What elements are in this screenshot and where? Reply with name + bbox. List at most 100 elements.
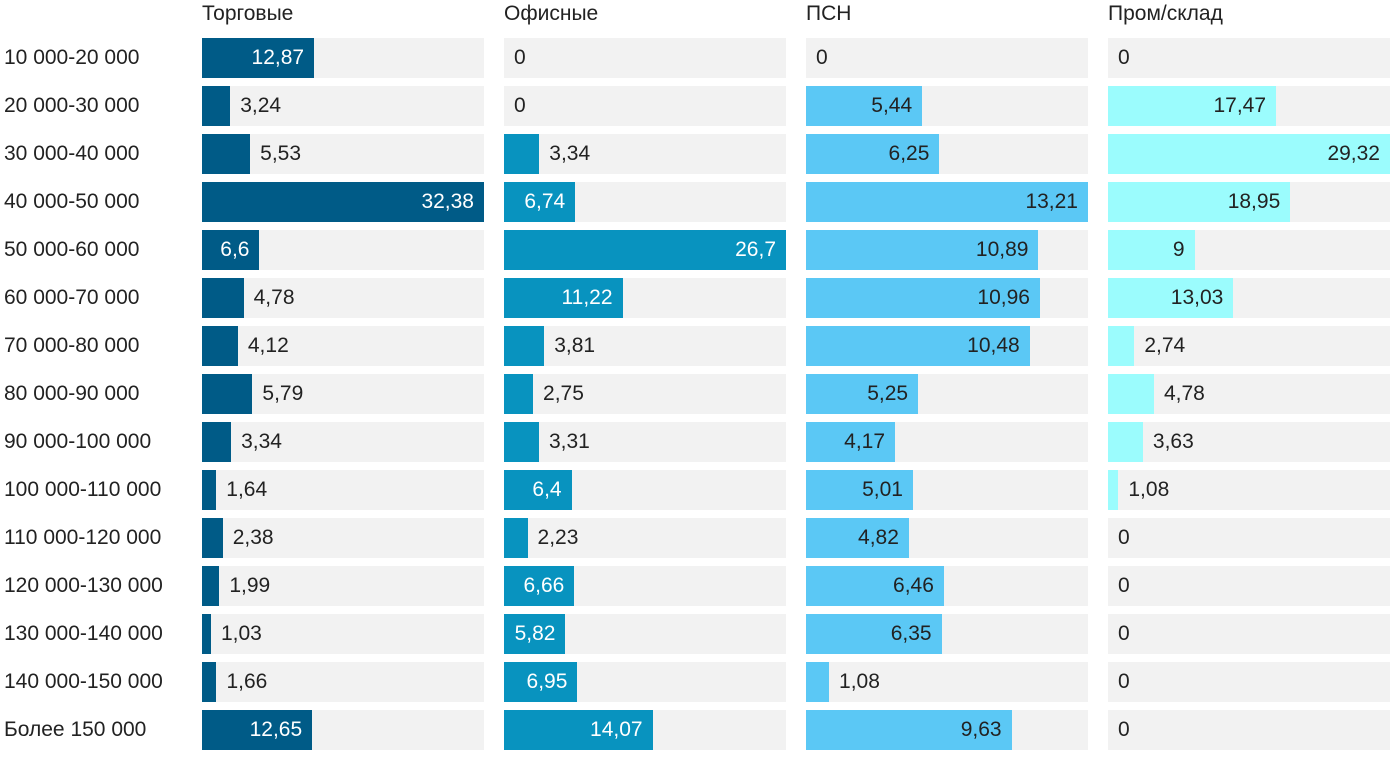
bar — [806, 182, 1088, 222]
bar — [202, 422, 232, 462]
bar-track: 0 — [504, 38, 786, 78]
bar-track: 4,78 — [1108, 374, 1390, 414]
series-title: Торговые — [202, 2, 294, 25]
bar-track: 6,66 — [504, 566, 786, 606]
bar-track: 18,95 — [1108, 182, 1390, 222]
category-label: 110 000-120 000 — [4, 526, 162, 549]
bar-track: 4,17 — [806, 422, 1088, 462]
bar — [1108, 278, 1234, 318]
series-title: ПСН — [806, 2, 852, 25]
data-label: 3,31 — [548, 430, 590, 453]
data-label: 1,99 — [229, 574, 271, 597]
data-label: 0 — [1118, 526, 1130, 549]
bar-track: 3,31 — [504, 422, 786, 462]
bar — [504, 326, 545, 366]
data-label: 4,17 — [844, 430, 886, 453]
bar-track: 0 — [1108, 518, 1390, 558]
bar — [806, 422, 896, 462]
bar-track: 10,48 — [806, 326, 1088, 366]
data-label: 6,6 — [220, 238, 250, 261]
data-label: 4,78 — [1163, 382, 1205, 405]
bar — [504, 230, 786, 270]
bar-track: 0 — [1108, 38, 1390, 78]
bar-track: 5,01 — [806, 470, 1088, 510]
data-label: 6,66 — [523, 574, 565, 597]
bar-track: 3,81 — [504, 326, 786, 366]
bar-track: 5,82 — [504, 614, 786, 654]
category-label: 50 000-60 000 — [4, 238, 140, 261]
category-label: 40 000-50 000 — [4, 190, 140, 213]
bar-track: 4,82 — [806, 518, 1088, 558]
data-label: 5,44 — [871, 94, 913, 117]
bar-track: 13,21 — [806, 182, 1088, 222]
data-label: 4,82 — [858, 526, 899, 549]
bar-track: 0 — [504, 86, 786, 126]
bar — [806, 614, 942, 654]
bar — [504, 614, 566, 654]
data-label: 14,07 — [590, 718, 643, 741]
bar-track: 2,23 — [504, 518, 786, 558]
bar — [202, 662, 217, 702]
bar-track: 1,66 — [202, 662, 484, 702]
bar-track: 3,63 — [1108, 422, 1390, 462]
data-label: 5,79 — [262, 382, 304, 405]
data-label: 0 — [1118, 46, 1130, 69]
category-label: 140 000-150 000 — [4, 670, 163, 693]
bar — [202, 566, 220, 606]
bar-track: 6,35 — [806, 614, 1088, 654]
bar — [202, 182, 484, 222]
data-label: 3,63 — [1152, 430, 1194, 453]
bar — [504, 710, 653, 750]
data-label: 18,95 — [1227, 190, 1281, 213]
bar — [1108, 134, 1390, 174]
bar — [202, 518, 223, 558]
bar — [202, 326, 238, 366]
bar-track: 6,4 — [504, 470, 786, 510]
bar-track: 0 — [1108, 662, 1390, 702]
data-label: 9,63 — [960, 718, 1002, 741]
bar — [202, 134, 251, 174]
bar-track: 4,78 — [202, 278, 484, 318]
bar-track: 14,07 — [504, 710, 786, 750]
bar-track: 0 — [1108, 614, 1390, 654]
bar — [806, 710, 1012, 750]
data-label: 17,47 — [1213, 94, 1267, 117]
series-title: Пром/склад — [1108, 2, 1223, 25]
data-label: 0 — [1118, 718, 1130, 741]
bar — [1108, 422, 1143, 462]
bar — [1108, 470, 1119, 510]
bar — [1108, 230, 1195, 270]
bar — [202, 614, 211, 654]
data-label: 6,4 — [532, 478, 562, 501]
data-label: 0 — [816, 46, 828, 69]
data-label: 0 — [514, 46, 526, 69]
series-title: Офисные — [504, 2, 599, 25]
data-label: 3,24 — [240, 94, 282, 117]
bar — [504, 422, 539, 462]
bar-track: 6,95 — [504, 662, 786, 702]
bar — [504, 182, 576, 222]
bar — [806, 470, 913, 510]
bar-track: 0 — [806, 38, 1088, 78]
bar — [806, 518, 909, 558]
data-label: 6,95 — [526, 670, 568, 693]
bar — [806, 662, 830, 702]
category-label: 80 000-90 000 — [4, 382, 140, 405]
bar-track: 6,25 — [806, 134, 1088, 174]
bar — [806, 278, 1040, 318]
bar — [504, 374, 534, 414]
bar-track: 29,32 — [1108, 134, 1390, 174]
category-label: 100 000-110 000 — [4, 478, 162, 501]
bar-track: 1,99 — [202, 566, 484, 606]
bar-track: 0 — [1108, 566, 1390, 606]
bar — [806, 230, 1039, 270]
data-label: 2,38 — [232, 526, 274, 549]
data-label: 5,82 — [514, 622, 556, 645]
data-label: 3,34 — [549, 142, 591, 165]
bar — [1108, 86, 1277, 126]
bar-track: 12,65 — [202, 710, 484, 750]
data-label: 2,75 — [543, 382, 584, 405]
data-label: 6,25 — [888, 142, 930, 165]
data-label: 1,08 — [1128, 478, 1170, 501]
data-label: 6,35 — [890, 622, 932, 645]
